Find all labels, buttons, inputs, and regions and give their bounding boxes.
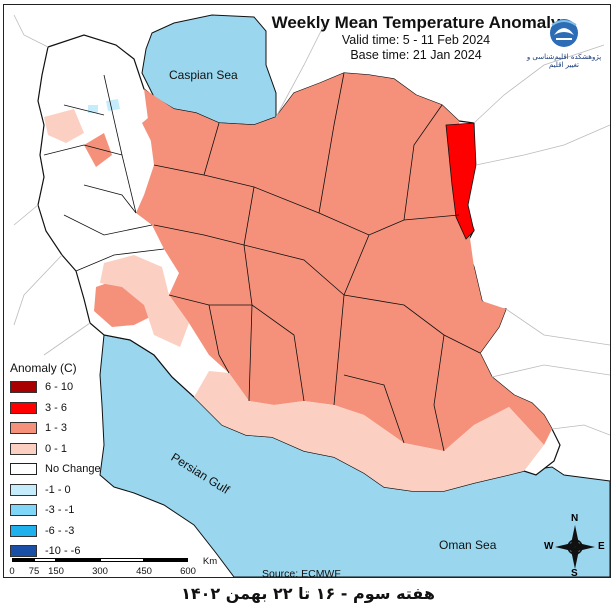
compass-s: S bbox=[571, 568, 578, 578]
scale-tick: 150 bbox=[48, 566, 64, 577]
legend-label: 1 - 3 bbox=[45, 422, 68, 435]
legend-item: -3 - -1 bbox=[10, 500, 110, 521]
scale-tick: 600 bbox=[180, 566, 196, 577]
compass-rose-icon bbox=[555, 525, 595, 569]
legend-item: 1 - 3 bbox=[10, 418, 110, 439]
legend-swatch bbox=[10, 463, 37, 476]
valid-time: Valid time: 5 - 11 Feb 2024 bbox=[341, 33, 491, 47]
scale-bar: 0 75 150 300 450 600 Km bbox=[9, 556, 222, 577]
anomaly-region-minus1-0-north bbox=[88, 105, 98, 113]
title-block: Weekly Mean Temperature Anomaly Valid ti… bbox=[266, 13, 566, 63]
anomaly-region-minus1-0 bbox=[106, 99, 120, 111]
legend-label: 0 - 1 bbox=[45, 442, 68, 455]
legend-item: 3 - 6 bbox=[10, 398, 110, 419]
legend-label: 6 - 10 bbox=[45, 381, 74, 394]
compass-w: W bbox=[544, 541, 554, 552]
anomaly-region-1-3-northwest bbox=[84, 133, 112, 167]
anomaly-region-1-3-ardabil bbox=[142, 113, 166, 147]
anomaly-region-0-1-south bbox=[194, 371, 544, 491]
legend-label: -6 - -3 bbox=[45, 524, 75, 537]
scale-segment bbox=[34, 558, 56, 562]
legend-item: 0 - 1 bbox=[10, 439, 110, 460]
footer-caption: هفته سوم - ۱۶ تا ۲۲ بهمن ۱۴۰۲ bbox=[181, 584, 435, 603]
caspian-sea-label: Caspian Sea bbox=[169, 68, 238, 82]
legend: Anomaly (C) 6 - 10 3 - 6 1 - 3 0 - 1 No Chan… bbox=[10, 361, 110, 562]
legend-swatch bbox=[10, 545, 37, 558]
legend-item: 6 - 10 bbox=[10, 377, 110, 398]
legend-item: -1 - 0 bbox=[10, 480, 110, 501]
scale-segment bbox=[100, 558, 144, 562]
legend-label: -10 - -6 bbox=[45, 545, 81, 558]
anomaly-region-0-1-north bbox=[44, 109, 84, 143]
legend-swatch bbox=[10, 422, 37, 435]
anomaly-map bbox=[13, 14, 610, 577]
legend-label: -1 - 0 bbox=[45, 483, 71, 496]
scale-segment bbox=[144, 558, 188, 562]
legend-items: 6 - 10 3 - 6 1 - 3 0 - 1 No Change -1 - 0 -3 -… bbox=[10, 377, 110, 562]
base-time: Base time: 21 Jan 2024 bbox=[350, 48, 482, 62]
legend-swatch bbox=[10, 442, 37, 455]
institute-logo: پژوهشکده اقلیم‌شناسی و تغییر اقلیم bbox=[526, 15, 602, 71]
scale-tick: 450 bbox=[136, 566, 152, 577]
neighbor-borders bbox=[13, 14, 610, 436]
anomaly-region-3-6 bbox=[445, 122, 477, 240]
scale-tick: 300 bbox=[92, 566, 108, 577]
legend-label: 3 - 6 bbox=[45, 401, 68, 414]
legend-label: No Change bbox=[45, 463, 101, 476]
legend-item: -10 - -6 bbox=[10, 541, 110, 562]
map-title: Weekly Mean Temperature Anomaly bbox=[271, 13, 561, 32]
scale-unit: Km bbox=[202, 556, 218, 567]
legend-label: -3 - -1 bbox=[45, 504, 75, 517]
map-frame: Weekly Mean Temperature Anomaly Valid ti… bbox=[3, 4, 611, 578]
scale-segment bbox=[56, 558, 100, 562]
legend-title: Anomaly (C) bbox=[10, 361, 77, 375]
source-label: Source: ECMWF bbox=[262, 568, 341, 578]
legend-swatch bbox=[10, 524, 37, 537]
province-borders bbox=[43, 72, 481, 452]
compass-n: N bbox=[571, 513, 579, 524]
legend-item: -6 - -3 bbox=[10, 521, 110, 542]
legend-swatch bbox=[10, 504, 37, 517]
logo-text: پژوهشکده اقلیم‌شناسی و تغییر اقلیم bbox=[526, 53, 602, 69]
anomaly-region-1-3-west bbox=[94, 277, 154, 327]
institute-logo-icon bbox=[550, 19, 578, 47]
legend-swatch bbox=[10, 483, 37, 496]
compass-e: E bbox=[598, 541, 605, 552]
north-arrow: N S W E bbox=[544, 513, 605, 578]
scale-segment bbox=[12, 558, 34, 562]
anomaly-region-0-1-west bbox=[100, 255, 189, 347]
oman-sea-label: Oman Sea bbox=[439, 538, 497, 552]
legend-item: No Change bbox=[10, 459, 110, 480]
anomaly-region-1-3 bbox=[136, 73, 552, 451]
legend-swatch bbox=[10, 401, 37, 414]
scale-tick: 0 bbox=[9, 566, 15, 577]
scale-tick: 75 bbox=[28, 566, 40, 577]
legend-swatch bbox=[10, 381, 37, 394]
